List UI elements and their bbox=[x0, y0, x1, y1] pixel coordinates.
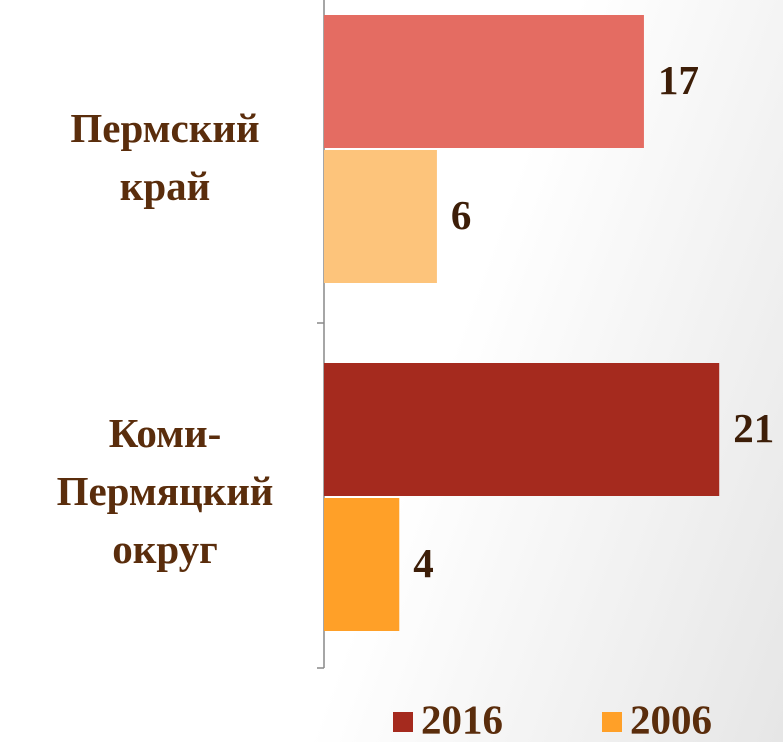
value-label: 6 bbox=[451, 192, 472, 238]
value-label: 4 bbox=[413, 540, 434, 586]
category-label: Пермский край bbox=[70, 104, 260, 209]
legend-swatch bbox=[602, 712, 622, 732]
category-label: Коми-Пермяцкий округ bbox=[56, 409, 274, 572]
bar bbox=[324, 150, 437, 283]
bar bbox=[324, 363, 720, 496]
legend-label: 2006 bbox=[630, 696, 712, 742]
bar bbox=[324, 15, 644, 148]
bar bbox=[324, 498, 400, 631]
legend-label: 2016 bbox=[421, 696, 503, 742]
value-label: 17 bbox=[658, 57, 699, 103]
legend-swatch bbox=[393, 712, 413, 732]
value-label: 21 bbox=[733, 405, 774, 451]
